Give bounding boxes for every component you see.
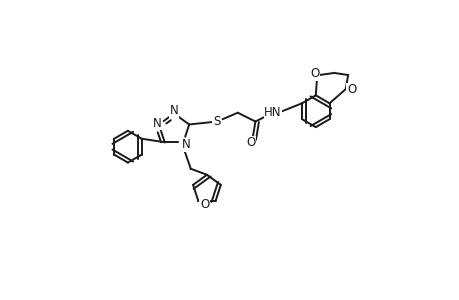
Text: HN: HN <box>264 106 281 118</box>
Text: N: N <box>169 104 178 117</box>
Text: O: O <box>246 136 255 149</box>
Text: O: O <box>346 83 355 96</box>
Text: N: N <box>153 116 162 130</box>
Text: S: S <box>213 115 220 128</box>
Text: N: N <box>181 138 190 151</box>
Text: O: O <box>200 198 209 211</box>
Text: O: O <box>310 67 319 80</box>
